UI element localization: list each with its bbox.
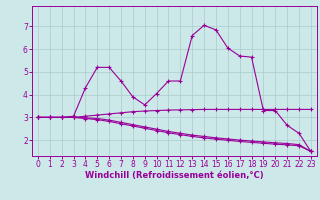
X-axis label: Windchill (Refroidissement éolien,°C): Windchill (Refroidissement éolien,°C) xyxy=(85,171,264,180)
